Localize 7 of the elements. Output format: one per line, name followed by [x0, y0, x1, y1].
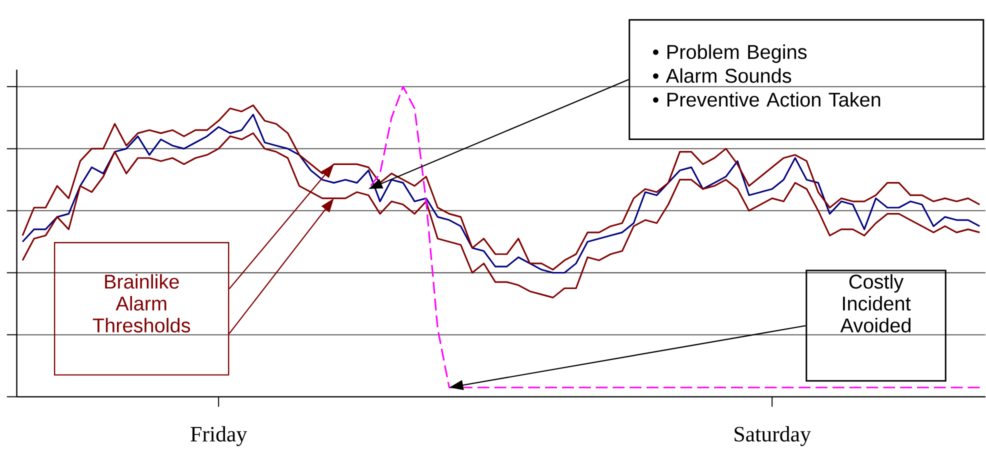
annotation: • Preventive Action Taken [653, 92, 880, 107]
x-tick-label: Saturday [734, 426, 811, 446]
annotation: Brainlike Alarm Thresholds [92, 274, 190, 332]
text: • Problem Begins [653, 44, 807, 63]
text: • Alarm Sounds [653, 68, 792, 83]
x-tick-label: Friday [190, 426, 248, 446]
annotation: Costly Incident Avoided [840, 274, 911, 332]
